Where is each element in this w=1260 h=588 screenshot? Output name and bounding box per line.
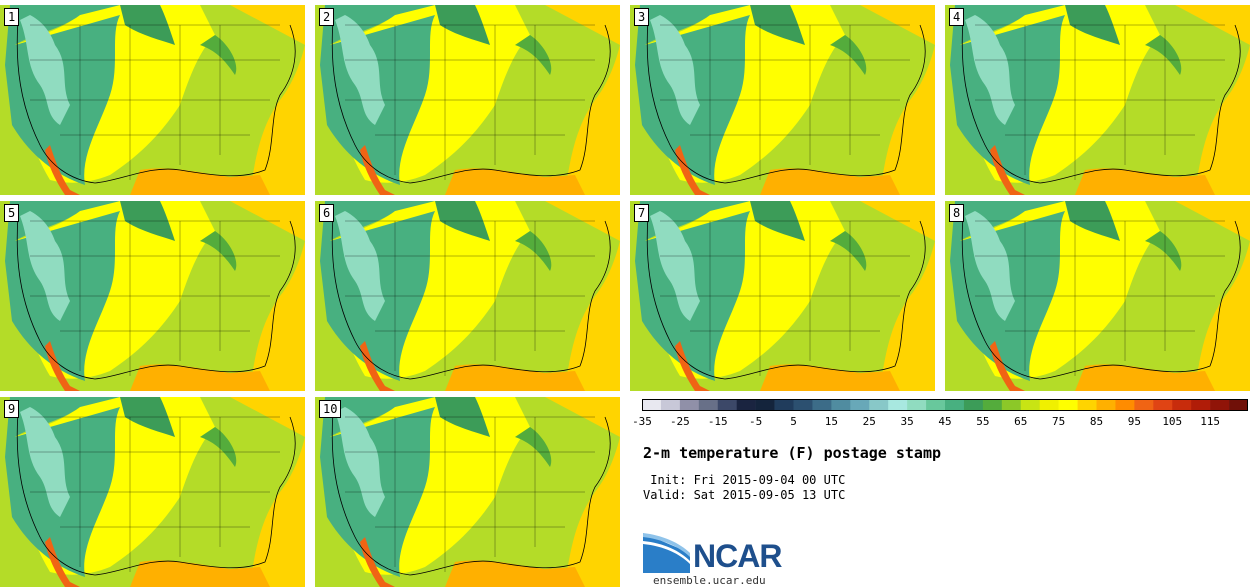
colorbar-segment [1096,399,1116,411]
temperature-map-icon [945,5,1250,195]
site-url: ensemble.ucar.edu [653,574,766,587]
colorbar-segment [1153,399,1173,411]
colorbar-segment [679,399,700,411]
colorbar-segment [736,399,756,411]
init-time: Init: Fri 2015-09-04 00 UTC [643,473,846,487]
colorbar-segment [1020,399,1040,411]
colorbar-segment [1210,399,1230,411]
map-panel: 2 [315,5,620,195]
member-number: 9 [4,400,20,418]
temperature-map-icon [315,5,620,195]
colorbar-tick-label: 105 [1162,415,1183,428]
map-panel: 5 [0,201,305,391]
colorbar-tick-label: 5 [790,415,797,428]
member-number: 2 [319,8,335,26]
colorbar-segment [1115,399,1135,411]
chart-title: 2-m temperature (F) postage stamp [643,444,942,462]
colorbar-tick-label: 25 [862,415,876,428]
colorbar-segment [1077,399,1097,411]
colorbar-tick-label: 65 [1014,415,1028,428]
temperature-map-icon [945,201,1250,391]
colorbar-segment [698,399,719,411]
colorbar-segment [717,399,737,411]
colorbar-tick-label: -15 [707,415,728,428]
colorbar-segment [1229,399,1248,411]
colorbar-tick-label: -25 [669,415,690,428]
member-number: 10 [319,400,342,418]
map-panel: 1 [0,5,305,195]
temperature-colorbar [642,399,1248,411]
member-number: 1 [4,8,20,26]
colorbar-segment [963,399,984,411]
temperature-map-icon [315,397,620,587]
map-panel: 7 [630,201,935,391]
temperature-map-icon [630,201,935,391]
colorbar-segment [642,399,662,411]
colorbar-tick-label: 35 [900,415,914,428]
temperature-map-icon [315,201,620,391]
colorbar-tick-label: 75 [1052,415,1066,428]
colorbar-segment [945,399,965,411]
colorbar-segment [774,399,794,411]
member-number: 8 [949,204,965,222]
map-panel: 9 [0,397,305,587]
colorbar-segment [1134,399,1154,411]
member-number: 5 [4,204,20,222]
map-panel: 6 [315,201,620,391]
map-panel: 10 [315,397,620,587]
colorbar-tick-label: -5 [749,415,763,428]
colorbar-segment [1191,399,1211,411]
colorbar-segment [831,399,851,411]
colorbar-segment [907,399,927,411]
colorbar-segment [660,399,681,411]
colorbar-tick-label: 85 [1089,415,1104,428]
colorbar-segment [888,399,908,411]
temperature-map-icon [0,201,305,391]
colorbar-segment [1058,399,1078,411]
colorbar-segment [755,399,775,411]
colorbar-tick-label: 45 [938,415,952,428]
colorbar-segment [850,399,870,411]
ncar-logo-icon [643,533,690,573]
valid-time: Valid: Sat 2015-09-05 13 UTC [643,488,846,502]
member-number: 6 [319,204,335,222]
colorbar-segment [982,399,1003,411]
colorbar-segment [1039,399,1059,411]
map-panel: 8 [945,201,1250,391]
colorbar-segment [1172,399,1192,411]
ncar-logo-text: NCAR [693,538,782,574]
colorbar-tick-label: 95 [1127,415,1141,428]
member-number: 3 [634,8,650,26]
colorbar-segment [812,399,832,411]
map-panel: 4 [945,5,1250,195]
temperature-map-icon [630,5,935,195]
temperature-map-icon [0,5,305,195]
colorbar-tick-label: 55 [976,415,990,428]
colorbar-segment [869,399,889,411]
colorbar-tick-label: -35 [632,415,652,428]
map-panel: 3 [630,5,935,195]
colorbar-segment [1001,399,1022,411]
member-number: 4 [949,8,965,26]
temperature-map-icon [0,397,305,587]
colorbar-tick-label: 115 [1200,415,1221,428]
member-number: 7 [634,204,650,222]
colorbar-tick-label: 15 [824,415,838,428]
colorbar-segment [926,399,946,411]
colorbar-segment [793,399,813,411]
